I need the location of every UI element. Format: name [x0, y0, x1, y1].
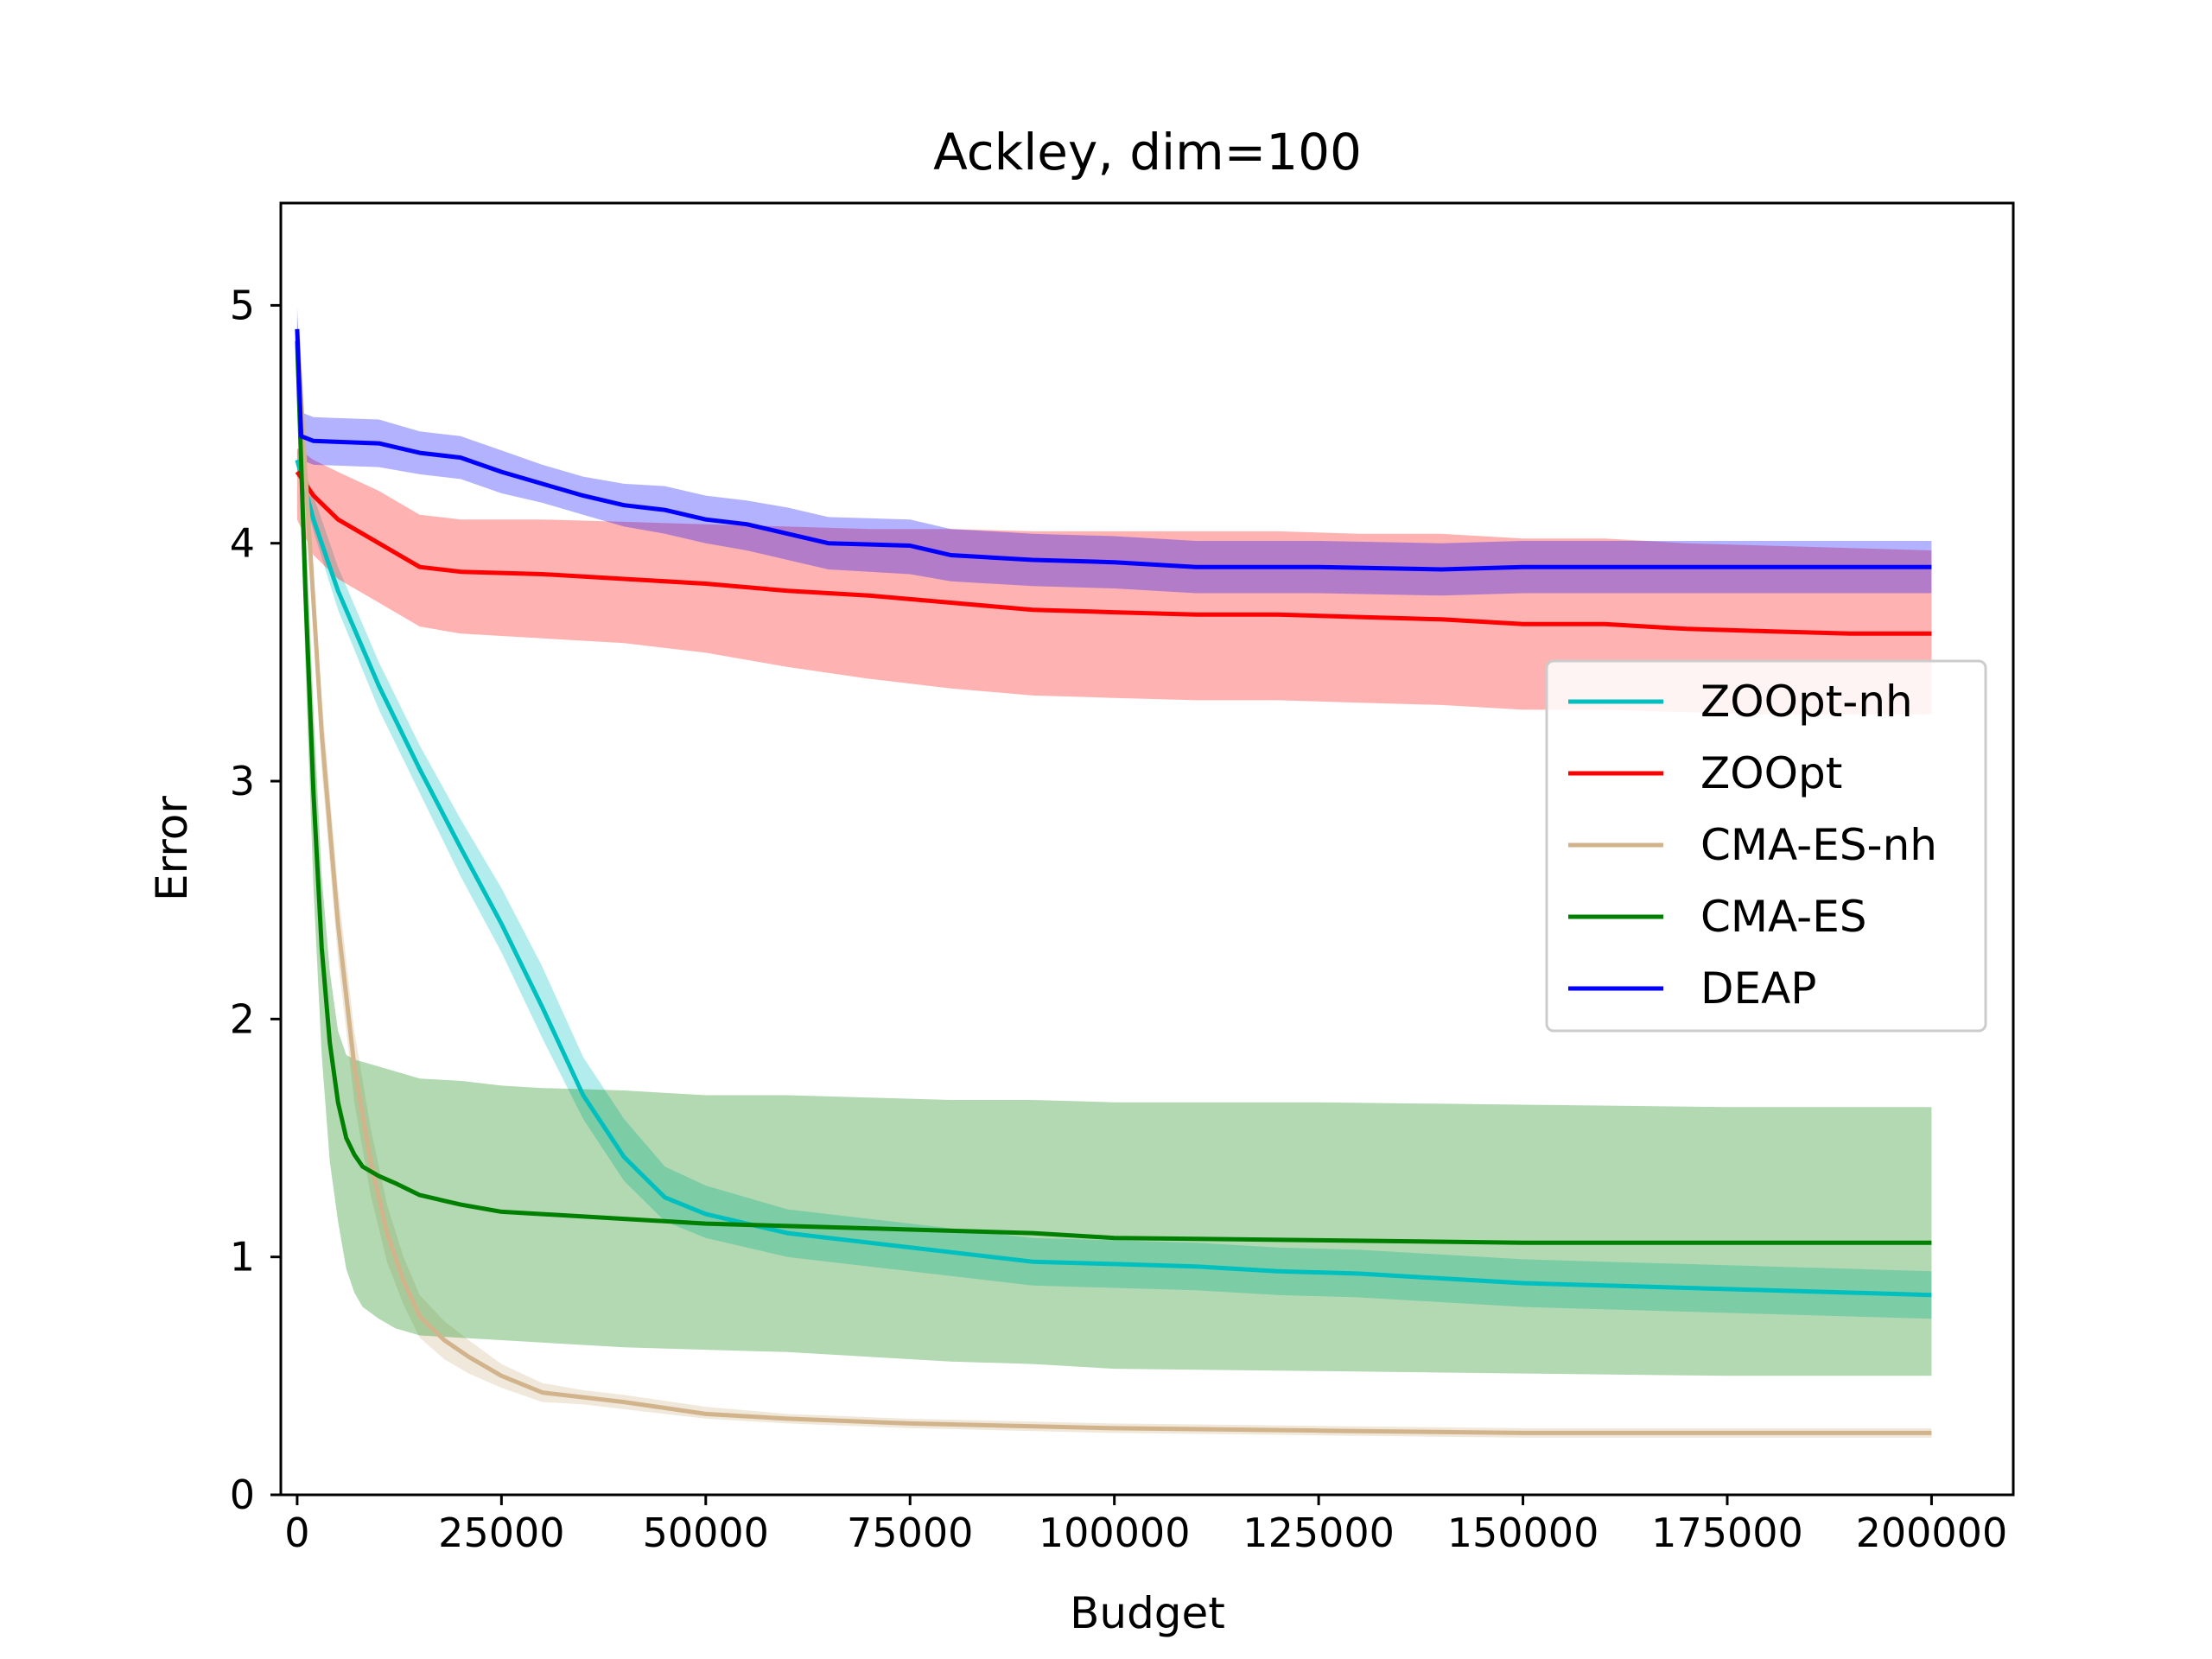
x-tick-label: 100000 [1039, 1510, 1191, 1556]
legend-label-cma-es-nh: CMA-ES-nh [1700, 820, 1937, 870]
legend-label-zoopt-nh: ZOOpt-nh [1700, 677, 1913, 727]
line-cma-es-nh [295, 328, 1932, 1435]
y-tick-label: 2 [230, 995, 255, 1042]
line-zoopt-nh [295, 459, 1932, 1298]
x-tick-label: 125000 [1243, 1510, 1395, 1556]
legend-box [1545, 659, 1987, 1033]
x-axis-label: Budget [1070, 1588, 1225, 1638]
legend-label-cma-es: CMA-ES [1700, 892, 1867, 942]
legend-entries: ZOOpt-nh ZOOpt CMA-ES-nh CMA-ES DEAP [1568, 677, 1937, 1014]
legend-label-deap: DEAP [1700, 963, 1816, 1014]
legend-label-zoopt: ZOOpt [1700, 748, 1842, 798]
x-tick-label: 25000 [438, 1510, 564, 1556]
band-zoopt [296, 448, 1932, 715]
line-cma-es [295, 340, 1932, 1245]
confidence-bands [296, 305, 1932, 1438]
line-zoopt [295, 470, 1932, 636]
y-tick-label: 0 [230, 1471, 255, 1518]
y-tick-label: 4 [230, 520, 255, 567]
x-axis: 0 25000 50000 75000 100000 125000 150000 175000… [284, 1495, 2007, 1556]
y-axis: 0 1 2 3 4 5 [230, 282, 281, 1518]
band-cma-es [296, 317, 1932, 1376]
x-tick-label: 150000 [1447, 1510, 1599, 1556]
y-tick-label: 5 [230, 282, 255, 328]
x-tick-label: 0 [284, 1510, 309, 1556]
band-deap [296, 305, 1932, 596]
plot-frame [279, 201, 2015, 1497]
x-tick-label: 50000 [643, 1510, 769, 1556]
line-deap [295, 328, 1932, 572]
x-tick-label: 200000 [1856, 1510, 2008, 1556]
y-tick-label: 1 [230, 1234, 255, 1281]
series-lines [295, 328, 1932, 1435]
chart-title: Ackley, dim=100 [933, 123, 1362, 181]
legend: ZOOpt-nh ZOOpt CMA-ES-nh CMA-ES DEAP [1545, 659, 1987, 1033]
y-axis-label: Error [147, 796, 197, 901]
x-tick-label: 75000 [847, 1510, 973, 1556]
y-tick-label: 3 [230, 758, 255, 804]
x-tick-label: 175000 [1651, 1510, 1803, 1556]
